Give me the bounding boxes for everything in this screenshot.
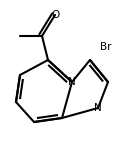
Text: N: N (94, 103, 102, 113)
Text: O: O (51, 10, 59, 20)
Text: Br: Br (100, 42, 112, 52)
Text: N: N (68, 77, 76, 87)
